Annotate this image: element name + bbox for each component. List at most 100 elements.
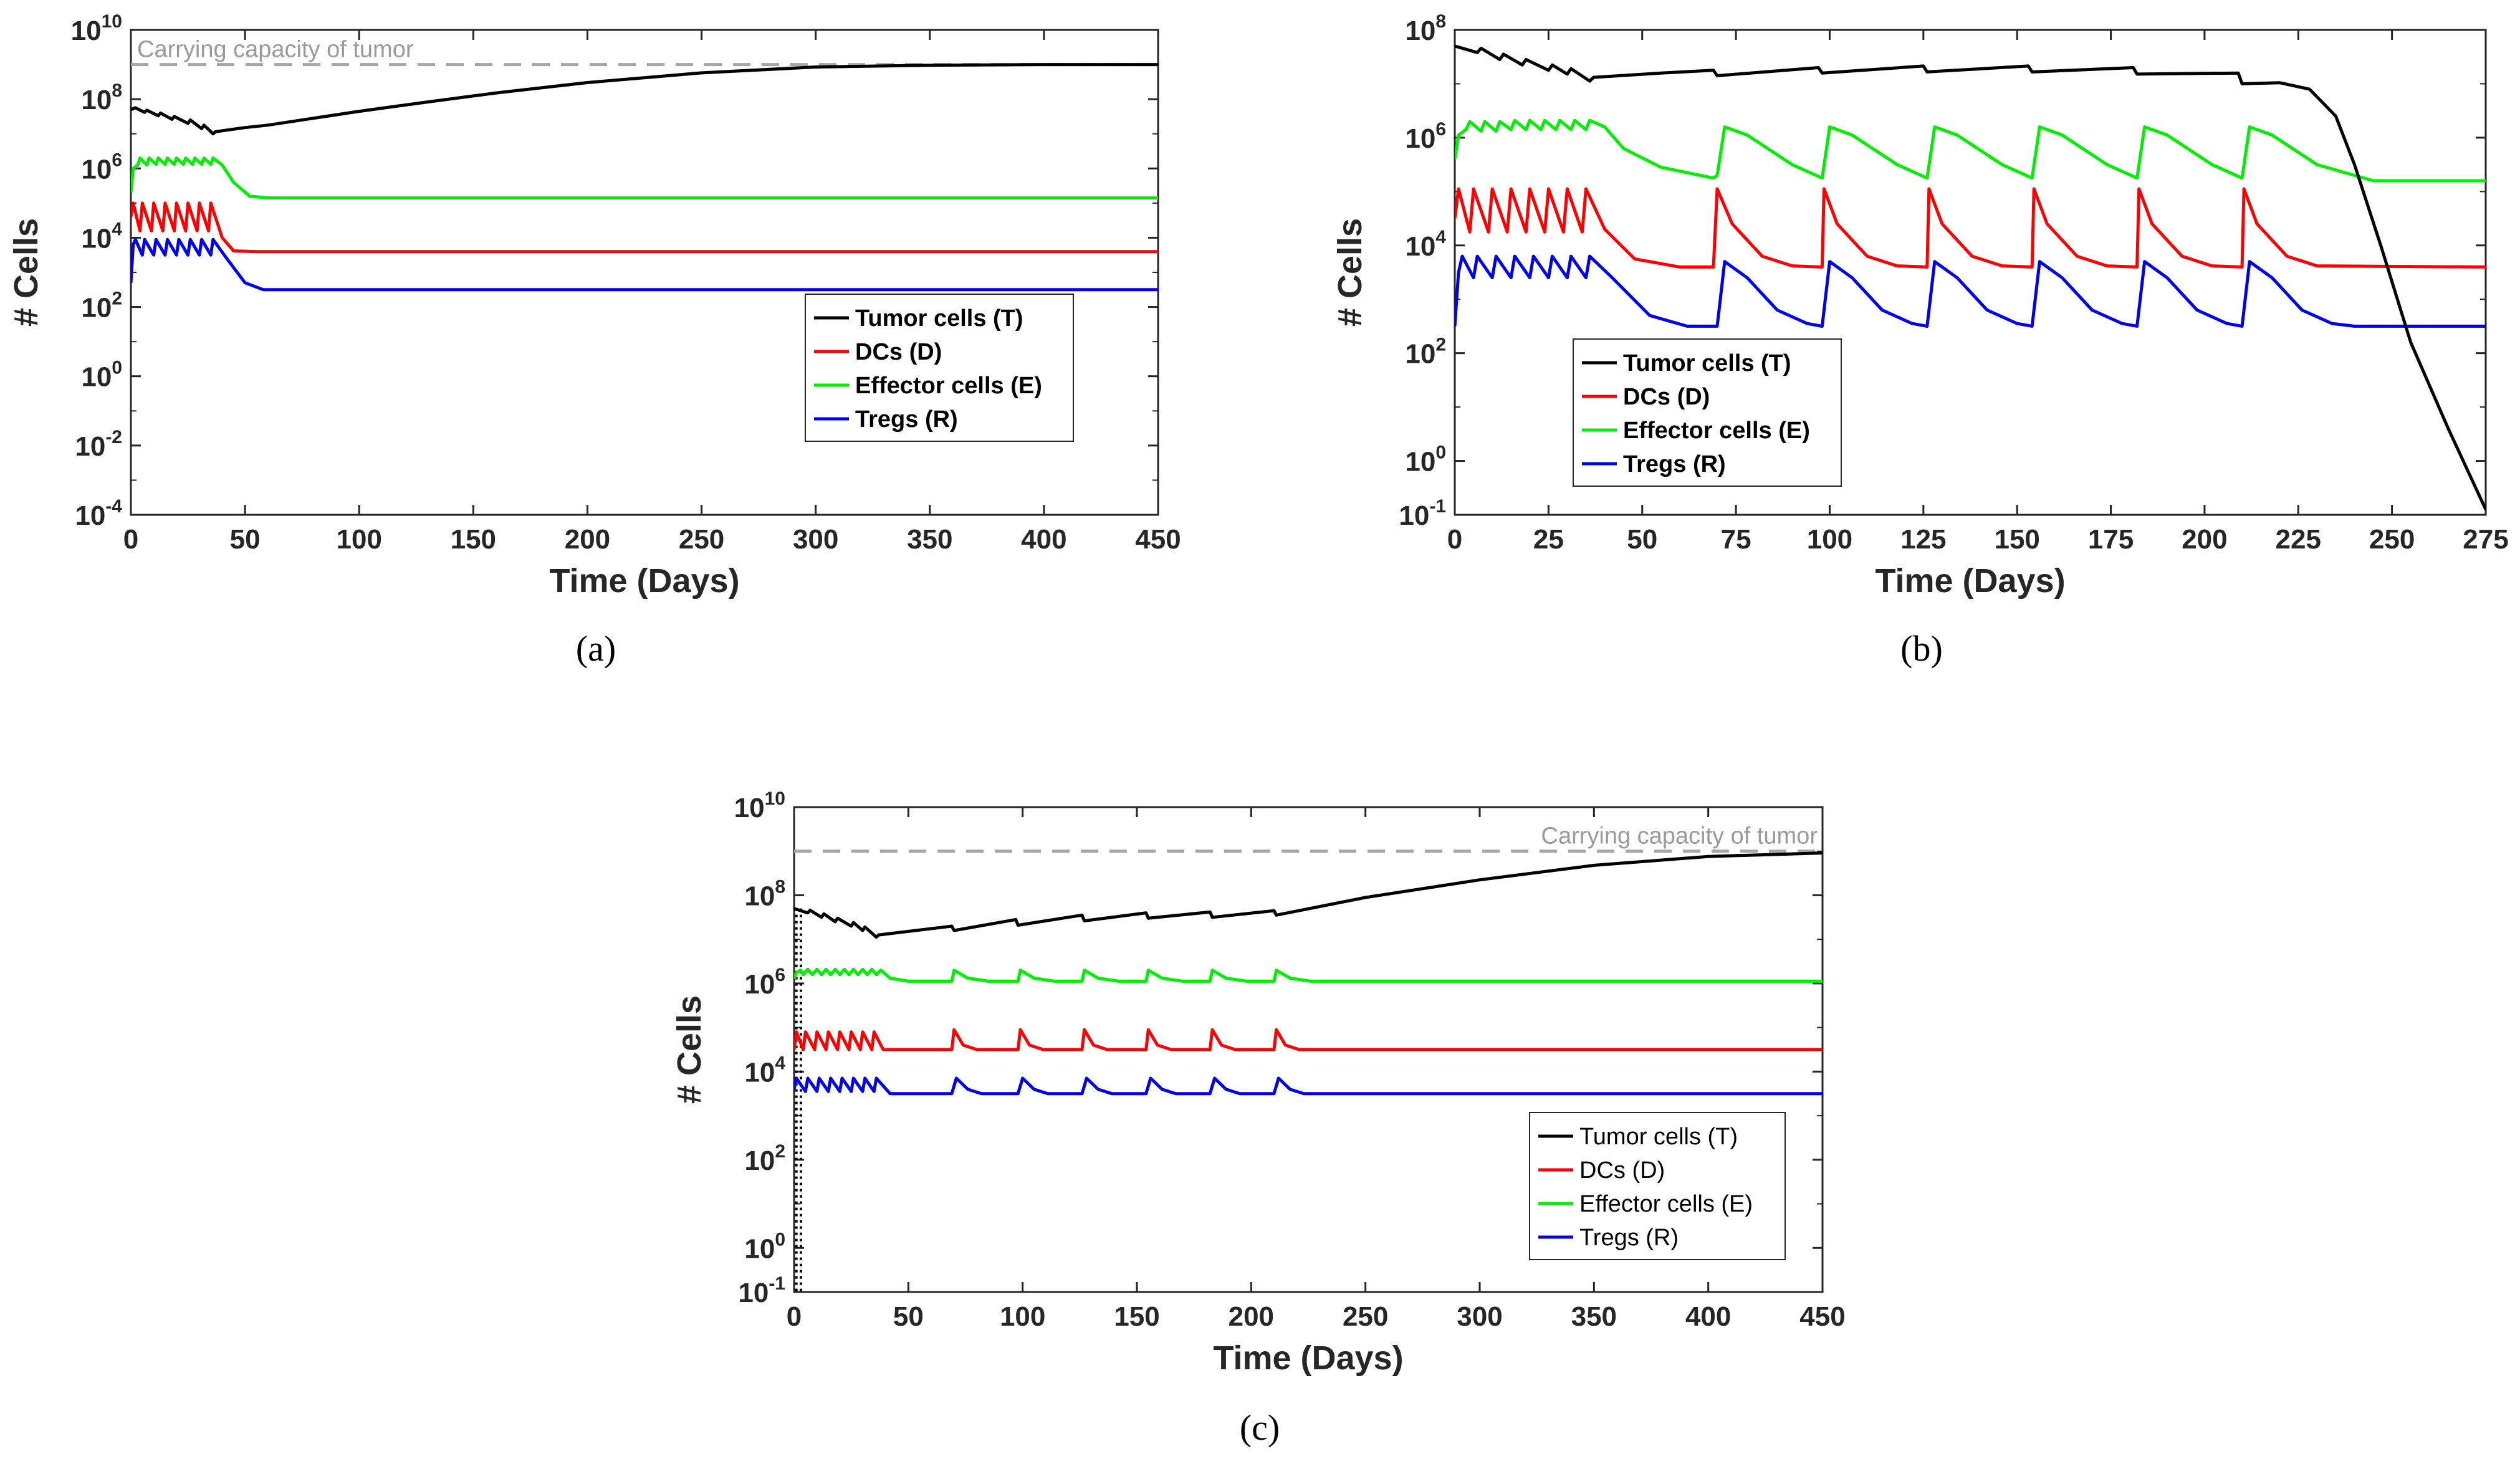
legend-label: Tregs (R)	[1623, 451, 1726, 477]
y-tick-label: 10-2	[75, 427, 122, 462]
y-axis-label: # Cells	[7, 218, 45, 327]
x-tick-label: 100	[1000, 1301, 1045, 1332]
panel-a: 0 50 100 150 200 250 300 350 400 450 1010 108 106 104…	[7, 11, 1181, 669]
legend-label: Tumor cells (T)	[1579, 1124, 1738, 1150]
x-axis-label: Time (Days)	[1213, 1339, 1403, 1377]
series-line-effector	[794, 967, 1823, 983]
series-line-tumor	[794, 851, 1823, 939]
series-group	[794, 849, 1823, 1292]
x-tick-label: 100	[337, 524, 382, 555]
carrying-capacity-label: Carrying capacity of tumor	[1541, 823, 1818, 849]
y-tick-label: 104	[81, 219, 122, 254]
series-line-dcs	[794, 1028, 1823, 1051]
legend-label: Effector cells (E)	[855, 373, 1042, 399]
x-tick-label: 50	[1627, 524, 1657, 555]
series-line-tregs	[794, 1076, 1823, 1096]
panel-caption: (a)	[576, 628, 616, 669]
series-line-dcs	[1455, 187, 2486, 269]
legend: Tumor cells (T) DCs (D) Effector cells (E)…	[805, 294, 1074, 442]
carrying-capacity-label: Carrying capacity of tumor	[137, 37, 414, 63]
x-tick-label: 150	[1114, 1301, 1159, 1332]
legend-label: Effector cells (E)	[1623, 418, 1810, 444]
y-tick-label: 106	[1405, 119, 1446, 154]
series-line-dcs	[131, 201, 1158, 254]
series-line-tregs	[1455, 254, 2486, 328]
legend: Tumor cells (T) DCs (D) Effector cells (E)…	[1573, 338, 1842, 487]
y-tick-label: 100	[81, 358, 122, 393]
y-tick-label: 104	[1405, 227, 1446, 262]
panel-b: 0 25 50 75 100 125 150 175 200 225 250 275 108 106 104…	[1331, 11, 2509, 669]
y-tick-label: 108	[744, 876, 785, 911]
x-tick-label: 350	[1571, 1301, 1617, 1332]
series-line-effector	[131, 156, 1158, 199]
x-tick-label: 250	[1343, 1301, 1388, 1332]
y-tick-label: 100	[1405, 443, 1446, 477]
series-line-tumor	[1455, 44, 2486, 510]
x-tick-label: 275	[2463, 524, 2508, 555]
x-tick-label: 400	[1021, 524, 1066, 555]
series-line-effector	[1455, 118, 2486, 183]
x-tick-label: 400	[1685, 1301, 1731, 1332]
y-tick-label: 102	[744, 1141, 785, 1176]
y-tick-label: 10-1	[1399, 496, 1446, 531]
y-tick-label: 1010	[71, 11, 122, 46]
x-tick-label: 175	[2088, 524, 2134, 555]
x-tick-label: 225	[2276, 524, 2321, 555]
legend-label: DCs (D)	[855, 339, 942, 365]
series-line-tumor	[131, 63, 1158, 136]
x-axis-label: Time (Days)	[549, 562, 739, 600]
plot-area	[130, 29, 1159, 516]
x-tick-label: 0	[123, 524, 138, 555]
x-tick-label: 75	[1721, 524, 1751, 555]
x-tick-label: 0	[787, 1301, 802, 1332]
series-group	[131, 63, 1158, 292]
x-tick-label: 50	[893, 1301, 924, 1332]
x-tick-label: 100	[1807, 524, 1852, 555]
x-tick-label: 150	[1994, 524, 2039, 555]
x-tick-label: 200	[1229, 1301, 1274, 1332]
x-tick-label: 200	[2182, 524, 2227, 555]
legend-box	[1573, 338, 1842, 487]
legend-label: Tregs (R)	[855, 406, 958, 433]
x-tick-label: 450	[1135, 524, 1181, 555]
x-tick-label: 250	[2369, 524, 2415, 555]
legend-label: Tregs (R)	[1579, 1225, 1679, 1251]
x-tick-label: 200	[565, 524, 610, 555]
y-tick-label: 106	[744, 965, 785, 1000]
legend-label: DCs (D)	[1623, 384, 1710, 410]
y-tick-label: 10-4	[75, 496, 122, 531]
x-tick-label: 250	[679, 524, 724, 555]
y-tick-label: 108	[81, 80, 122, 115]
y-tick-label: 102	[81, 289, 122, 323]
y-tick-label: 102	[1405, 335, 1446, 370]
x-tick-label: 50	[230, 524, 261, 555]
legend-label: Tumor cells (T)	[1623, 350, 1791, 376]
x-axis-label: Time (Days)	[1875, 562, 2065, 600]
legend: Tumor cells (T) DCs (D) Effector cells (E)…	[1529, 1112, 1786, 1260]
legend-box	[805, 294, 1074, 442]
y-tick-label: 108	[1405, 11, 1446, 46]
x-tick-label: 125	[1900, 524, 1946, 555]
panel-c: 0 50 100 150 200 250 300 350 400 450 1010 108 106 104…	[671, 788, 1846, 1448]
x-tick-label: 0	[1447, 524, 1462, 555]
y-axis-label: # Cells	[671, 995, 708, 1104]
series-line-tregs	[131, 237, 1158, 292]
x-tick-label: 300	[793, 524, 838, 555]
y-axis-label: # Cells	[1331, 218, 1369, 327]
legend-label: DCs (D)	[1579, 1157, 1665, 1184]
panel-caption: (b)	[1900, 628, 1943, 669]
x-tick-label: 350	[907, 524, 952, 555]
y-tick-label: 106	[81, 150, 122, 184]
series-group	[1455, 44, 2486, 510]
panel-caption: (c)	[1240, 1407, 1280, 1448]
x-tick-label: 25	[1533, 524, 1564, 555]
y-tick-label: 100	[744, 1229, 785, 1264]
y-tick-label: 10-1	[738, 1273, 785, 1308]
x-tick-label: 300	[1457, 1301, 1502, 1332]
legend-label: Effector cells (E)	[1579, 1191, 1753, 1217]
legend-label: Tumor cells (T)	[855, 305, 1023, 332]
x-tick-label: 450	[1799, 1301, 1845, 1332]
y-tick-label: 104	[744, 1053, 785, 1088]
y-tick-label: 1010	[734, 788, 785, 823]
